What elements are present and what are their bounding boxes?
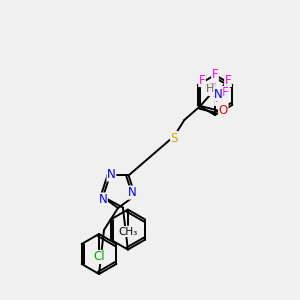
Text: F: F — [199, 74, 205, 86]
Text: F: F — [215, 92, 221, 106]
Text: F: F — [212, 68, 218, 82]
Text: F: F — [222, 86, 228, 100]
Text: N: N — [98, 193, 107, 206]
Text: Cl: Cl — [93, 250, 105, 263]
Text: F: F — [225, 74, 231, 86]
Text: O: O — [219, 103, 228, 116]
Text: N: N — [128, 186, 136, 199]
Text: F: F — [209, 82, 215, 95]
Text: S: S — [171, 131, 178, 145]
Text: H: H — [206, 84, 214, 94]
Text: N: N — [214, 88, 223, 100]
Text: N: N — [107, 168, 116, 181]
Text: CH₃: CH₃ — [118, 226, 137, 237]
